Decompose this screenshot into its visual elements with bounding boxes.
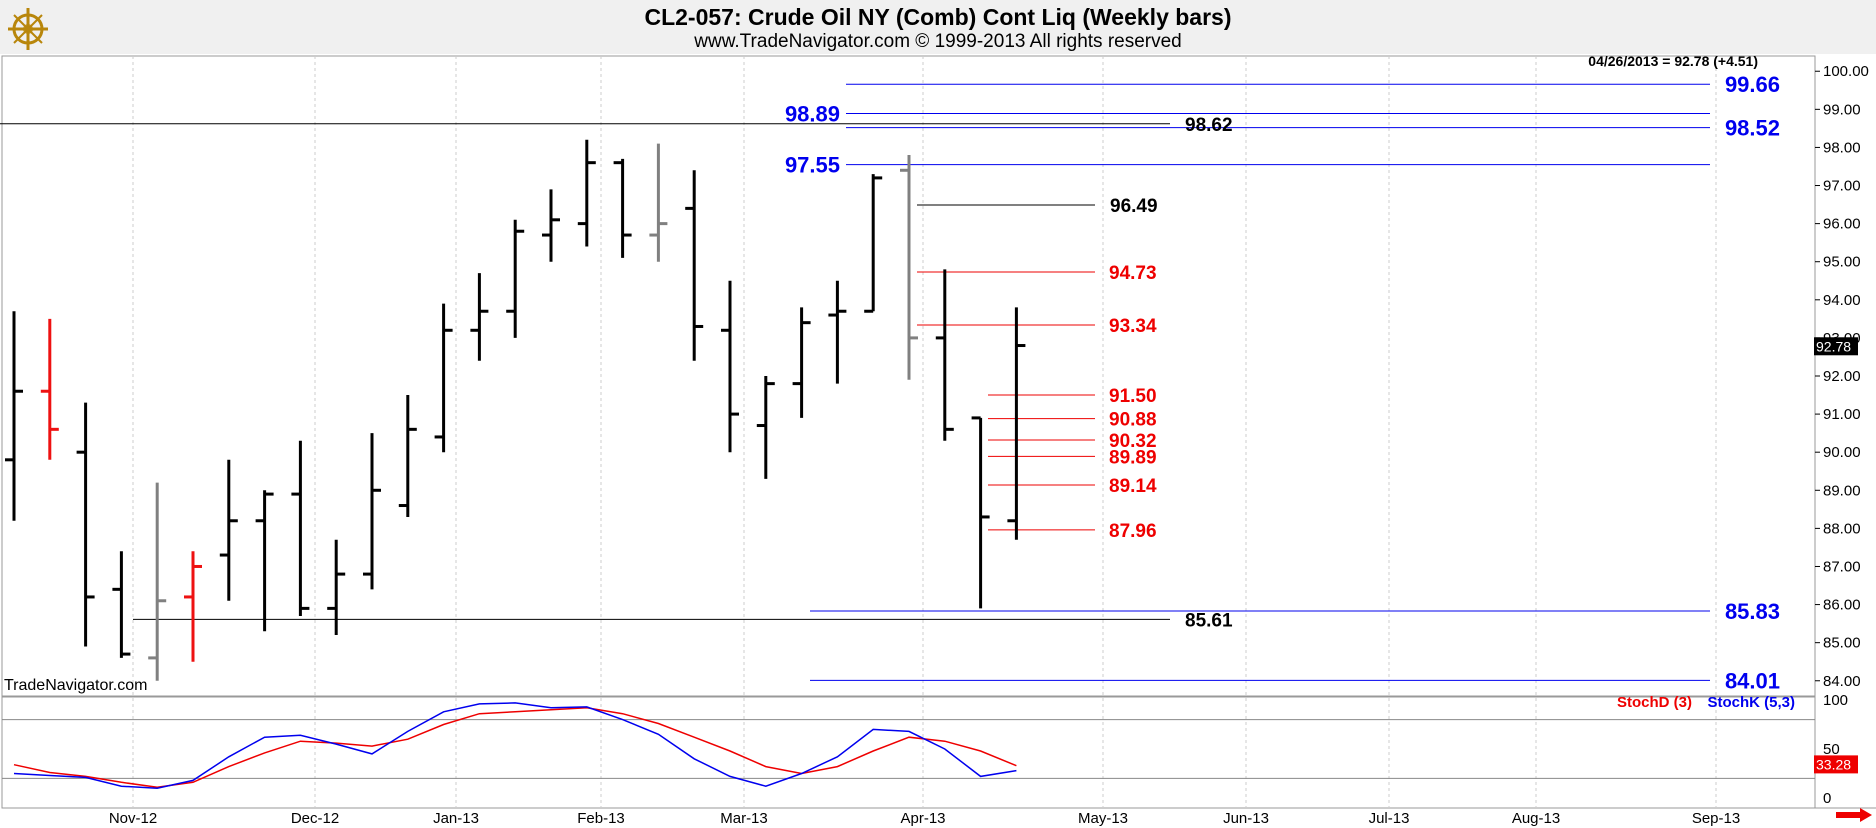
trade-navigator-logo-icon [8,8,48,50]
level-label-89.89: 89.89 [1109,447,1157,468]
x-tick-label: Feb-13 [577,810,625,827]
level-label-99.66: 99.66 [1725,72,1780,97]
y-tick-label: 86.00 [1823,597,1861,614]
level-label-98.89: 98.89 [785,102,840,127]
stochastic-panel-frame [1,696,1816,809]
last-quote-label: 04/26/2013 = 92.78 (+4.51) [1588,53,1758,69]
y-tick-label: 88.00 [1823,520,1861,537]
y-tick-label: 100.00 [1823,63,1869,80]
level-label-96.49: 96.49 [1110,196,1158,217]
y-tick-label: 98.00 [1823,139,1861,156]
level-label-93.34: 93.34 [1109,316,1157,337]
y-tick-label: 90.00 [1823,444,1861,461]
y-tick-label: 87.00 [1823,558,1861,575]
x-tick-label: Jun-13 [1223,810,1269,827]
y-tick-label: 85.00 [1823,635,1861,652]
x-tick-label: Jan-13 [433,810,479,827]
level-label-89.14: 89.14 [1109,476,1157,497]
stoch-y-tick-label: 50 [1823,741,1840,758]
x-tick-label: Nov-12 [109,810,157,827]
x-tick-label: Mar-13 [720,810,768,827]
y-tick-label: 99.00 [1823,101,1861,118]
x-tick-label: Apr-13 [900,810,945,827]
level-label-84.01: 84.01 [1725,668,1780,693]
stoch-y-tick-label: 100 [1823,692,1848,709]
scroll-right-arrow-icon [1836,808,1872,822]
y-tick-label: 94.00 [1823,292,1861,309]
level-label-98.62: 98.62 [1185,115,1233,136]
y-tick-label: 91.00 [1823,406,1861,423]
watermark: TradeNavigator.com [4,677,147,694]
level-label-85.61: 85.61 [1185,610,1233,631]
x-tick-label: Dec-12 [291,810,339,827]
level-label-91.50: 91.50 [1109,386,1157,407]
level-label-85.83: 85.83 [1725,599,1780,624]
title-bar [0,0,1876,54]
y-tick-label: 84.00 [1823,673,1861,690]
last-value-tag-bg [1814,337,1858,356]
stoch-k-line [13,702,1017,789]
y-tick-label: 89.00 [1823,482,1861,499]
chart-title: CL2-057: Crude Oil NY (Comb) Cont Liq (W… [644,4,1232,30]
stoch-d-legend: StochD (3) [1617,694,1692,711]
x-tick-label: Jul-13 [1369,810,1410,827]
stoch-d-tag: 33.28 [1816,756,1851,772]
last-value-tag: 92.78 [1816,338,1851,354]
stoch-d-tag-bg [1814,755,1858,774]
x-tick-label: May-13 [1078,810,1128,827]
x-tick-label: Sep-13 [1692,810,1740,827]
y-tick-label: 96.00 [1823,216,1861,233]
x-tick-label: Aug-13 [1512,810,1560,827]
chart-subtitle: www.TradeNavigator.com © 1999-2013 All r… [694,31,1182,52]
level-label-94.73: 94.73 [1109,263,1157,284]
y-tick-label: 95.00 [1823,254,1861,271]
level-label-98.52: 98.52 [1725,116,1780,141]
level-label-87.96: 87.96 [1109,521,1157,542]
level-label-90.32: 90.32 [1109,431,1157,452]
level-label-97.55: 97.55 [785,153,840,178]
level-label-90.88: 90.88 [1109,410,1157,431]
y-tick-label: 97.00 [1823,178,1861,195]
stoch-d-line [13,707,1017,788]
stoch-k-legend: StochK (5,3) [1707,694,1795,711]
stoch-y-tick-label: 0 [1823,790,1831,807]
y-tick-label: 92.00 [1823,368,1861,385]
